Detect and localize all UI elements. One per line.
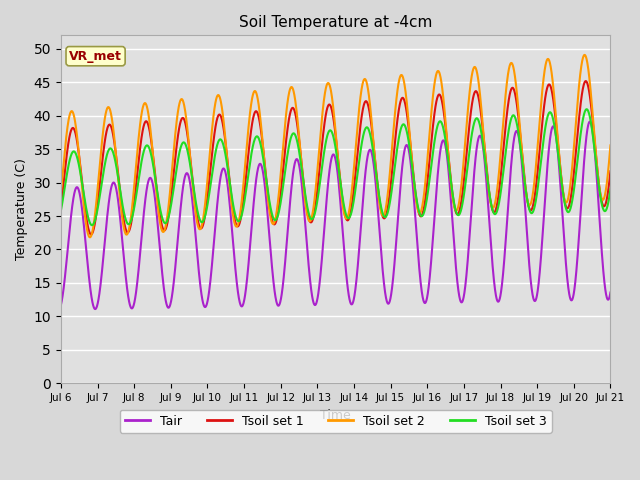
- Tair: [268, 262, 276, 268]
- Tsoil set 1: [537, 137, 545, 143]
- Tsoil set 2: [120, 225, 127, 230]
- Line: Tsoil set 1: Tsoil set 1: [61, 81, 611, 234]
- Tsoil set 3: [88, 222, 96, 228]
- Tsoil set 3: [57, 208, 65, 214]
- Tsoil set 1: [152, 183, 160, 189]
- Text: VR_met: VR_met: [69, 50, 122, 63]
- Tsoil set 1: [57, 204, 65, 210]
- Line: Tsoil set 2: Tsoil set 2: [61, 55, 611, 237]
- Tair: [92, 306, 99, 312]
- Tsoil set 2: [57, 190, 65, 196]
- Tsoil set 2: [607, 143, 614, 148]
- Tair: [607, 289, 614, 295]
- Tsoil set 1: [596, 189, 604, 195]
- Y-axis label: Temperature (C): Temperature (C): [15, 158, 28, 260]
- Tsoil set 2: [268, 219, 276, 225]
- Tsoil set 1: [87, 231, 95, 237]
- Tair: [292, 157, 300, 163]
- Tsoil set 3: [596, 191, 604, 197]
- Tsoil set 2: [537, 106, 545, 112]
- Line: Tsoil set 3: Tsoil set 3: [61, 109, 611, 225]
- Legend: Tair, Tsoil set 1, Tsoil set 2, Tsoil set 3: Tair, Tsoil set 1, Tsoil set 2, Tsoil se…: [120, 410, 552, 433]
- Tsoil set 3: [607, 186, 614, 192]
- Tsoil set 2: [292, 100, 300, 106]
- Tsoil set 3: [583, 107, 591, 112]
- Tsoil set 3: [120, 209, 127, 215]
- Tsoil set 3: [268, 211, 276, 216]
- Tair: [586, 119, 594, 124]
- Title: Soil Temperature at -4cm: Soil Temperature at -4cm: [239, 15, 433, 30]
- Tsoil set 2: [596, 189, 604, 194]
- Tsoil set 3: [537, 161, 545, 167]
- X-axis label: Time: Time: [320, 408, 351, 421]
- Tsoil set 3: [152, 183, 160, 189]
- Tair: [537, 259, 545, 264]
- Line: Tair: Tair: [61, 121, 611, 309]
- Tsoil set 1: [120, 217, 127, 223]
- Tair: [120, 253, 127, 259]
- Tair: [596, 223, 604, 229]
- Tsoil set 2: [152, 190, 160, 195]
- Tair: [152, 208, 160, 214]
- Tsoil set 3: [292, 133, 300, 139]
- Tsoil set 1: [292, 112, 300, 118]
- Tsoil set 1: [268, 216, 276, 222]
- Tsoil set 1: [582, 78, 589, 84]
- Tsoil set 1: [607, 168, 614, 174]
- Tair: [57, 302, 65, 308]
- Tsoil set 2: [86, 234, 93, 240]
- Tsoil set 2: [580, 52, 588, 58]
